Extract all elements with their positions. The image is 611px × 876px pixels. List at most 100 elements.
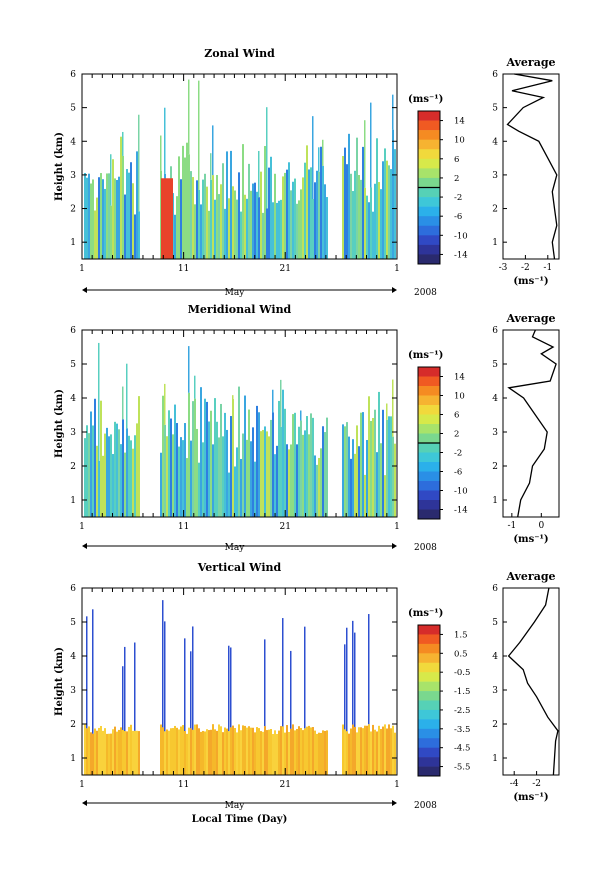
heatmap-column bbox=[390, 169, 392, 259]
colorbar-label: -2.5 bbox=[454, 706, 470, 716]
heatmap-column bbox=[342, 724, 344, 775]
heatmap-column bbox=[362, 146, 364, 259]
y-tick-label: 1 bbox=[70, 496, 76, 506]
heatmap-column bbox=[346, 422, 348, 517]
heatmap-column bbox=[252, 727, 254, 775]
heatmap-column bbox=[214, 199, 216, 259]
profile-y-tick-label: 3 bbox=[492, 686, 498, 696]
heatmap-column bbox=[112, 454, 114, 517]
heatmap-spike bbox=[184, 638, 186, 732]
colorbar-label: 1.5 bbox=[454, 630, 468, 640]
profile-y-tick-label: 4 bbox=[492, 394, 498, 404]
heatmap-spike bbox=[386, 403, 388, 420]
heatmap-column bbox=[344, 147, 346, 259]
heatmap-column bbox=[380, 443, 382, 517]
heatmap-column bbox=[120, 444, 122, 517]
colorbar-segment bbox=[418, 235, 440, 246]
y-tick-label: 6 bbox=[70, 584, 76, 594]
heatmap-column bbox=[124, 731, 126, 775]
heatmap-column bbox=[356, 732, 358, 775]
colorbar-segment bbox=[418, 672, 440, 682]
profile-title: Average bbox=[505, 56, 555, 69]
colorbar-label: -0.5 bbox=[454, 668, 470, 678]
colorbar-segment bbox=[418, 653, 440, 664]
heatmap-column bbox=[394, 149, 396, 259]
heatmap-column bbox=[392, 436, 394, 517]
heatmap-spike bbox=[164, 383, 166, 425]
heatmap-column bbox=[352, 191, 354, 259]
heatmap-column bbox=[104, 433, 106, 517]
heatmap-column bbox=[254, 732, 256, 775]
heatmap-column bbox=[108, 436, 110, 517]
heatmap-column bbox=[226, 429, 228, 517]
plot-frame bbox=[81, 329, 398, 518]
y-tick-label: 5 bbox=[70, 618, 76, 628]
heatmap-column bbox=[256, 727, 258, 775]
heatmap-column bbox=[110, 205, 112, 259]
heatmap-column bbox=[350, 173, 352, 259]
heatmap-column bbox=[112, 729, 114, 775]
heatmap-column bbox=[188, 392, 190, 517]
heatmap-column bbox=[354, 170, 356, 259]
plot-frame bbox=[81, 73, 398, 260]
colorbar-segment bbox=[418, 662, 440, 673]
colorbar-segment bbox=[418, 625, 440, 635]
heatmap-column bbox=[200, 204, 202, 259]
heatmap-column bbox=[104, 728, 106, 775]
heatmap-column bbox=[118, 429, 120, 517]
heatmap-column bbox=[100, 173, 102, 259]
heatmap-column bbox=[240, 730, 242, 775]
y-tick-label: 5 bbox=[70, 360, 76, 370]
heatmap-column bbox=[280, 726, 282, 775]
x-tick-label: 1 bbox=[79, 780, 85, 790]
heatmap-column bbox=[224, 412, 226, 517]
heatmap-column bbox=[220, 726, 222, 775]
heatmap-column bbox=[316, 464, 318, 517]
heatmap-column bbox=[238, 724, 240, 775]
colorbar-unit: (ms⁻¹) bbox=[408, 94, 443, 105]
heatmap-column bbox=[178, 156, 180, 259]
heatmap-column bbox=[106, 427, 108, 517]
heatmap-column bbox=[180, 726, 182, 775]
heatmap-column bbox=[232, 725, 234, 775]
heatmap-column bbox=[84, 438, 86, 517]
year-label: 2008 bbox=[414, 543, 437, 553]
heatmap-spike bbox=[124, 646, 126, 732]
heatmap-column bbox=[136, 423, 138, 517]
heatmap-column bbox=[308, 169, 310, 259]
colorbar-segment bbox=[418, 481, 440, 491]
heatmap-column bbox=[88, 726, 90, 775]
heatmap-column bbox=[304, 162, 306, 259]
profile-x-tick-label: -4 bbox=[510, 779, 519, 789]
colorbar-segment bbox=[418, 766, 440, 777]
heatmap-column bbox=[196, 428, 198, 517]
panel-title: Vertical Wind bbox=[197, 561, 282, 574]
y-tick-label: 3 bbox=[70, 428, 76, 438]
heatmap-column bbox=[356, 137, 358, 259]
heatmap-column bbox=[248, 726, 250, 775]
heatmap-column bbox=[252, 427, 254, 517]
x-tick-label: 1 bbox=[394, 522, 400, 532]
colorbar-label: -10 bbox=[454, 487, 468, 497]
profile-x-tick-label: -1 bbox=[507, 521, 516, 531]
heatmap-column bbox=[254, 182, 256, 259]
colorbar-segment bbox=[418, 367, 440, 377]
heatmap-column bbox=[286, 444, 288, 517]
heatmap-column bbox=[288, 162, 290, 259]
plot-frame bbox=[81, 587, 398, 776]
heatmap-column bbox=[322, 426, 324, 517]
heatmap-column bbox=[294, 412, 296, 517]
profile-y-tick-label: 6 bbox=[492, 584, 498, 594]
heatmap-spike bbox=[300, 410, 302, 421]
heatmap-column bbox=[374, 729, 376, 775]
y-axis-label: Height (km) bbox=[54, 647, 65, 716]
heatmap-column bbox=[246, 198, 248, 259]
profile-y-tick-label: 5 bbox=[492, 618, 498, 628]
heatmap-spike bbox=[98, 342, 100, 461]
colorbar-segment bbox=[418, 490, 440, 501]
heatmap-column bbox=[370, 187, 372, 259]
profile-frame bbox=[502, 329, 560, 518]
heatmap-column bbox=[360, 179, 362, 259]
heatmap-column bbox=[186, 458, 188, 517]
colorbar-segment bbox=[418, 158, 440, 169]
